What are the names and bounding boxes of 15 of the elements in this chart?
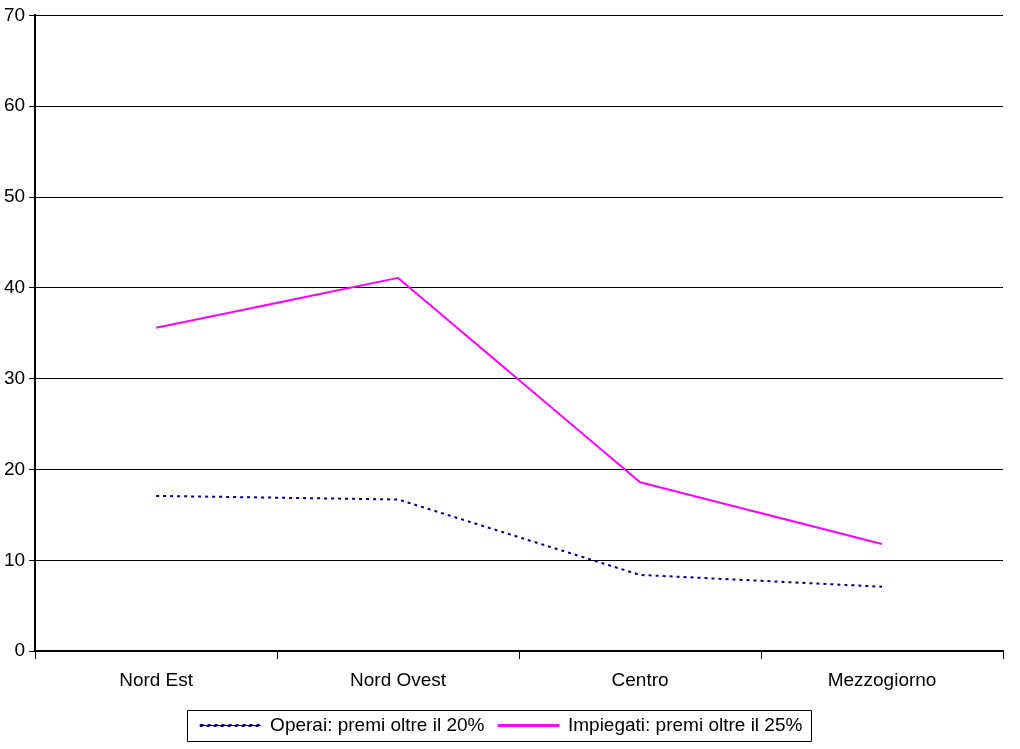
y-tick-label: 0 xyxy=(14,639,26,661)
legend-label: Operai: premi oltre il 20% xyxy=(270,713,485,735)
x-tick-label: Nord Est xyxy=(119,668,194,690)
x-tick-label: Centro xyxy=(611,668,669,690)
y-tick-label: 30 xyxy=(3,366,26,388)
y-tick-label: 20 xyxy=(3,457,26,479)
x-tick-label: Nord Ovest xyxy=(350,668,447,690)
x-tick-label: Mezzogiorno xyxy=(827,668,937,690)
y-tick-label: 60 xyxy=(3,94,26,116)
y-tick-label: 70 xyxy=(3,3,26,25)
y-tick-label: 50 xyxy=(3,185,26,207)
line-series xyxy=(155,494,884,588)
y-tick-label: 40 xyxy=(3,276,26,298)
legend-label: Impiegati: premi oltre il 25% xyxy=(567,713,803,735)
y-tick-label: 10 xyxy=(3,548,26,570)
